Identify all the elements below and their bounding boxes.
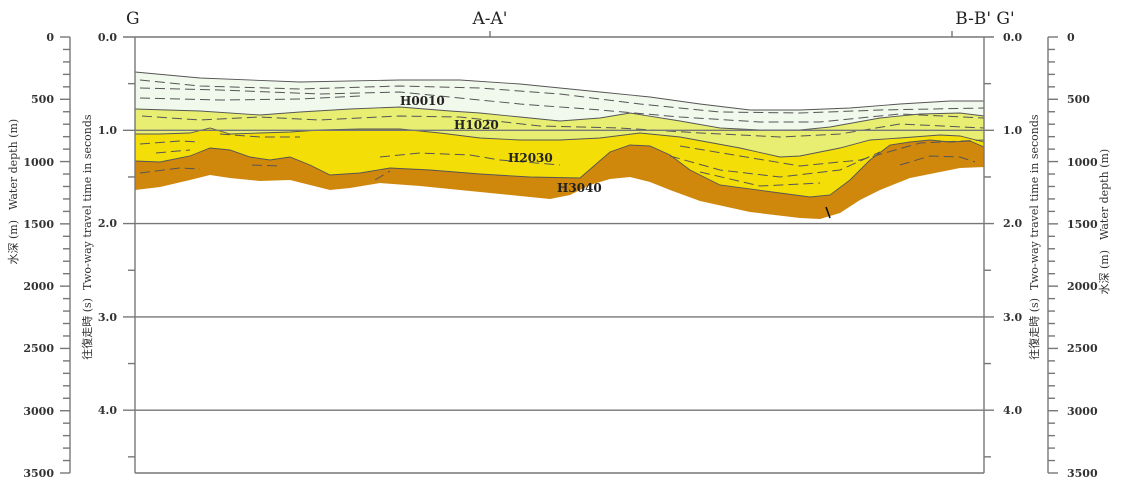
section-label-a: A-A' xyxy=(472,9,508,29)
depth-tick-label: 3000 xyxy=(23,405,54,418)
h1020-base-line xyxy=(135,127,985,158)
depth-tick-label: 1000 xyxy=(23,156,54,169)
depth-tick-label: 1000 xyxy=(1067,156,1098,169)
depth-tick-label: 500 xyxy=(31,93,54,106)
depth-tick-label: 3500 xyxy=(23,467,54,480)
depth-tick-label: 0 xyxy=(46,31,54,44)
time-ticks-left: 0.0 1.0 2.0 3.0 4.0 xyxy=(98,31,117,417)
frame xyxy=(123,31,994,474)
time-tick-label: 2.0 xyxy=(1003,217,1022,230)
depth-ticks-right: 0 500 1000 1500 2000 2500 3000 3500 xyxy=(1067,31,1098,480)
unit-h1020 xyxy=(135,107,984,157)
time-axis-title-left: 往復走時 (s) Two-way travel time in seconds xyxy=(80,114,94,360)
depth-tick-label: 1500 xyxy=(1067,218,1098,231)
time-tick-label: 3.0 xyxy=(1003,311,1022,324)
seafloor-line xyxy=(134,71,984,111)
depth-axis-title-en: Water depth (m) xyxy=(7,119,20,210)
time-axis-title-en: Two-way travel time in seconds xyxy=(81,114,94,290)
time-axis-title-jp: 往復走時 (s) xyxy=(1027,298,1041,360)
depth-tick-label: 2500 xyxy=(1067,342,1098,355)
unit-h0010 xyxy=(135,72,984,130)
time-axis-title-jp: 往復走時 (s) xyxy=(80,298,94,360)
time-tick-label: 0.0 xyxy=(98,31,117,44)
horizon-label-h0010: H0010 xyxy=(400,94,445,108)
depth-tick-label: 2500 xyxy=(23,342,54,355)
depth-ticks-left: 0 500 1000 1500 2000 2500 3000 3500 xyxy=(23,31,54,480)
time-tick-label: 3.0 xyxy=(98,311,117,324)
depth-axis-title-jp: 水深 (m) xyxy=(7,220,20,265)
time-tick-label: 0.0 xyxy=(1003,31,1022,44)
fault-mark xyxy=(825,206,831,219)
depth-axis-title-jp: 水深 (m) xyxy=(1098,250,1111,295)
section-label-b-g: B-B' G' xyxy=(955,9,1014,29)
time-tick-label: 1.0 xyxy=(1003,124,1022,137)
h0010-base-line xyxy=(134,106,985,131)
depth-tick-label: 3000 xyxy=(1067,405,1098,418)
depth-tick-label: 500 xyxy=(1067,93,1090,106)
layers xyxy=(134,71,985,219)
time-ticks-right: 0.0 1.0 2.0 3.0 4.0 xyxy=(1003,31,1022,417)
depth-axis-title-right: 水深 (m) Water depth (m) xyxy=(1098,149,1111,295)
time-axis-title-right: 往復走時 (s) Two-way travel time in seconds xyxy=(1027,114,1041,360)
depth-axis-left xyxy=(60,36,71,474)
horizon-label-h2030: H2030 xyxy=(508,151,553,165)
internal-reflectors xyxy=(139,79,985,187)
time-tick-label: 1.0 xyxy=(98,124,117,137)
time-tick-label: 2.0 xyxy=(98,217,117,230)
unit-h2030 xyxy=(135,128,984,197)
depth-tick-label: 0 xyxy=(1067,31,1075,44)
depth-tick-label: 2000 xyxy=(23,280,54,293)
depth-tick-label: 1500 xyxy=(23,218,54,231)
depth-tick-label: 3500 xyxy=(1067,467,1098,480)
horizon-label-h3040: H3040 xyxy=(557,181,602,195)
time-tick-label: 4.0 xyxy=(98,404,117,417)
depth-axis-title-left: 水深 (m) Water depth (m) xyxy=(7,119,20,265)
horizon-label-h1020: H1020 xyxy=(454,118,499,132)
time-axis-title-en: Two-way travel time in seconds xyxy=(1028,114,1041,290)
time-tick-label: 4.0 xyxy=(1003,404,1022,417)
time-grid xyxy=(123,82,994,458)
depth-axis-right xyxy=(1047,36,1058,474)
depth-tick-label: 2000 xyxy=(1067,280,1098,293)
depth-axis-title-en: Water depth (m) xyxy=(1098,149,1111,240)
unit-h3040 xyxy=(135,140,984,219)
section-label-g: G xyxy=(126,9,140,29)
